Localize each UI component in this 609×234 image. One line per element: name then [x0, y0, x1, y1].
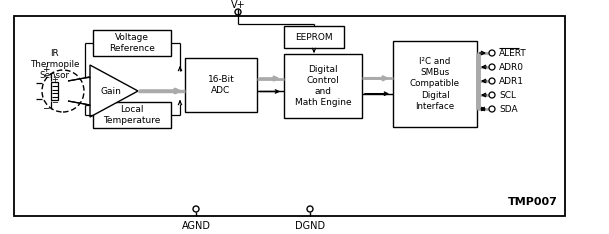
Text: ADR1: ADR1: [499, 77, 524, 85]
Text: Voltage
Reference: Voltage Reference: [109, 33, 155, 53]
Text: −: −: [42, 103, 50, 113]
Text: 16-Bit
ADC: 16-Bit ADC: [208, 75, 234, 95]
Text: Gain: Gain: [100, 87, 121, 95]
Text: IR
Thermopile
Sensor: IR Thermopile Sensor: [30, 49, 79, 80]
Text: SDA: SDA: [499, 105, 518, 113]
Bar: [284, 26, 344, 48]
Bar: [185, 58, 257, 112]
Text: +: +: [51, 76, 58, 84]
Bar: [93, 102, 171, 128]
Text: ADR0: ADR0: [499, 62, 524, 72]
Text: Digital
Control
and
Math Engine: Digital Control and Math Engine: [295, 65, 351, 107]
Polygon shape: [90, 65, 138, 117]
Text: AGND: AGND: [181, 221, 211, 231]
Text: +: +: [42, 65, 50, 73]
Text: TMP007: TMP007: [508, 197, 558, 207]
Text: ALERT: ALERT: [499, 48, 527, 58]
Text: −: −: [51, 99, 58, 107]
Text: DGND: DGND: [295, 221, 325, 231]
Bar: [393, 41, 477, 127]
Bar: [14, 16, 565, 216]
Text: SCL: SCL: [499, 91, 516, 99]
Text: Local
Temperature: Local Temperature: [104, 105, 161, 125]
Text: I²C and
SMBus
Compatible
Digital
Interface: I²C and SMBus Compatible Digital Interfa…: [410, 57, 460, 111]
Bar: [93, 30, 171, 56]
Bar: [51, 82, 58, 100]
Text: V+: V+: [231, 0, 245, 10]
Bar: [284, 54, 362, 118]
Text: EEPROM: EEPROM: [295, 33, 333, 41]
